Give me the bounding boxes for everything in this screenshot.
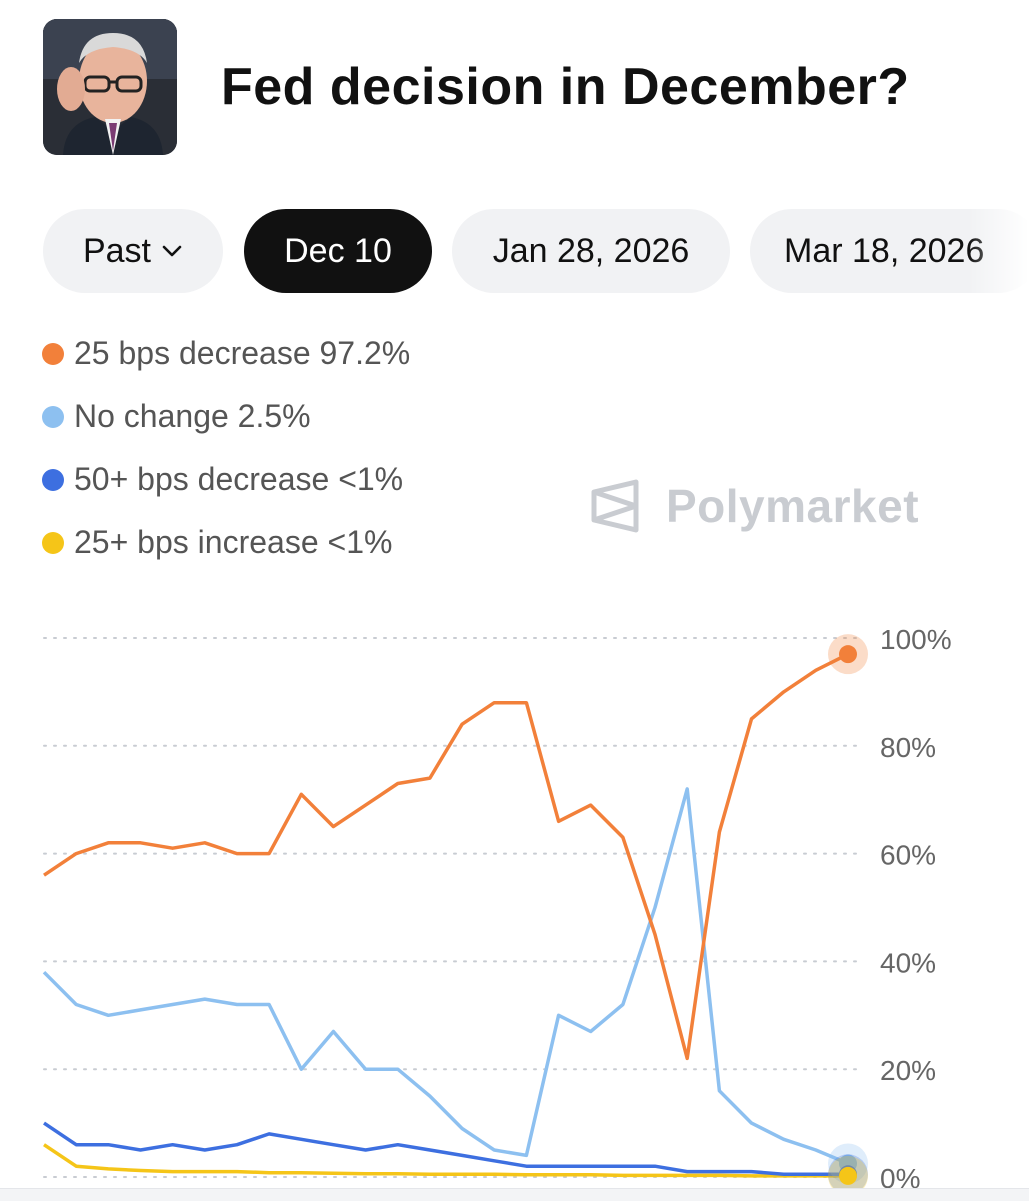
y-tick-label: 0% [880, 1163, 920, 1188]
chevron-down-icon [162, 245, 182, 257]
series-line[interactable] [43, 1121, 848, 1177]
y-tick-label: 100% [880, 624, 952, 655]
legend-dot [42, 531, 64, 554]
market-header: Fed decision in December? [43, 19, 1003, 157]
polymarket-logo-icon [591, 479, 639, 533]
legend: 25 bps decrease 97.2% No change 2.5% 50+… [42, 322, 410, 574]
tab-label: Past [82, 231, 152, 270]
polymarket-watermark: Polymarket [588, 478, 919, 534]
y-tick-label: 60% [880, 840, 936, 871]
tab-dec-10[interactable]: Dec 10 [244, 209, 432, 293]
legend-label: 25+ bps increase <1% [74, 524, 393, 560]
series-endpoint-dot[interactable] [839, 1166, 857, 1185]
market-avatar[interactable] [43, 19, 177, 155]
legend-label: 25 bps decrease 97.2% [74, 335, 411, 371]
bottom-bar [0, 1188, 1029, 1201]
chart-endpoints [828, 634, 868, 1188]
y-axis-ticks: 100% 80% 60% 40% 20% 0% [880, 624, 952, 1188]
series-line[interactable] [43, 1143, 848, 1178]
y-tick-label: 80% [880, 732, 936, 763]
portrait-image [43, 19, 177, 155]
probability-chart[interactable]: 100% 80% 60% 40% 20% 0% [0, 600, 1029, 1188]
legend-label: No change 2.5% [74, 398, 311, 434]
market-title: Fed decision in December? [221, 58, 910, 116]
series-line[interactable] [42, 787, 849, 1166]
legend-item-25bps-decrease[interactable]: 25 bps decrease 97.2% [42, 322, 410, 385]
tab-past[interactable]: Past [43, 209, 223, 293]
chart-series [42, 652, 849, 1178]
tab-label: Jan 28, 2026 [492, 231, 690, 270]
legend-item-50bps-decrease[interactable]: 50+ bps decrease <1% [42, 448, 410, 511]
tabs-fade [969, 209, 1029, 293]
series-endpoint-dot[interactable] [839, 645, 857, 664]
tab-jan-28-2026[interactable]: Jan 28, 2026 [452, 209, 730, 293]
tab-label: Dec 10 [284, 231, 392, 270]
legend-dot [42, 405, 64, 428]
watermark-text: Polymarket [666, 480, 920, 532]
date-tabs: Past Dec 10 Jan 28, 2026 Mar 18, 2026 [43, 209, 1029, 293]
legend-item-25bps-increase[interactable]: 25+ bps increase <1% [42, 511, 410, 574]
tab-label: Mar 18, 2026 [784, 231, 985, 270]
y-tick-label: 20% [880, 1055, 936, 1086]
legend-label: 50+ bps decrease <1% [74, 461, 404, 497]
legend-dot [42, 468, 64, 491]
legend-dot [42, 342, 64, 365]
y-tick-label: 40% [880, 947, 936, 978]
series-line[interactable] [43, 652, 849, 1061]
legend-item-no-change[interactable]: No change 2.5% [42, 385, 410, 448]
chart-grid [43, 637, 859, 1178]
